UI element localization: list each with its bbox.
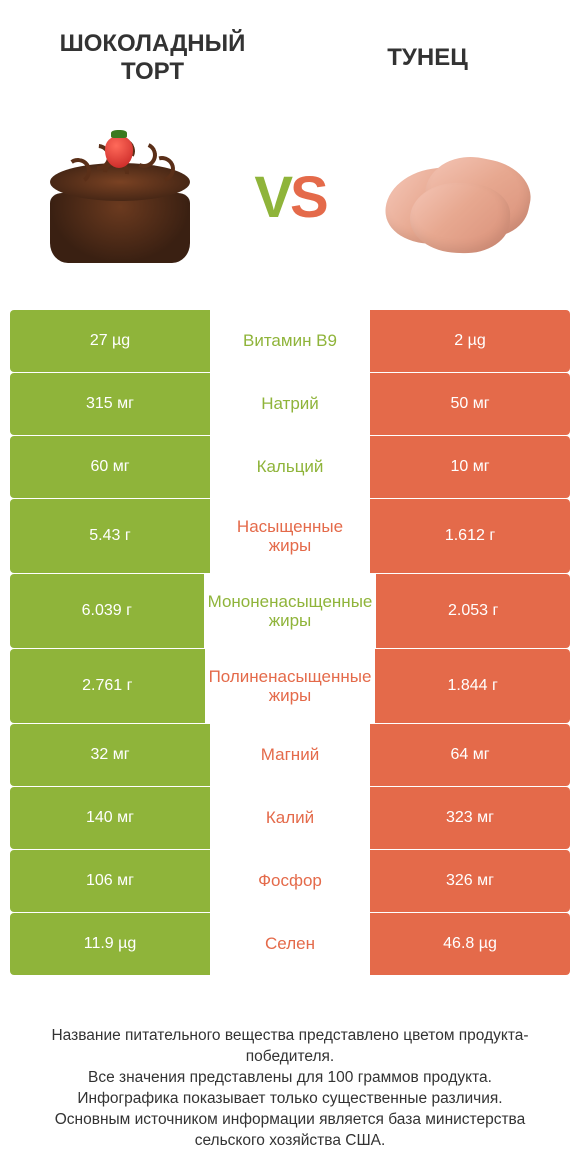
nutrient-left-value: 11.9 µg xyxy=(10,913,210,975)
nutrient-row: 5.43 гНасыщенные жиры1.612 г xyxy=(10,499,570,573)
nutrient-label: Магний xyxy=(210,724,370,786)
nutrient-left-value: 2.761 г xyxy=(10,649,205,723)
nutrient-right-value: 1.844 г xyxy=(375,649,570,723)
footer-line-4: Основным источником информации является … xyxy=(20,1110,560,1152)
nutrient-right-value: 326 мг xyxy=(370,850,570,912)
nutrient-row: 27 µgВитамин B92 µg xyxy=(10,310,570,372)
nutrient-left-value: 140 мг xyxy=(10,787,210,849)
right-product-image xyxy=(365,120,555,275)
tuna-illustration xyxy=(370,133,550,263)
nutrient-row: 140 мгКалий323 мг xyxy=(10,787,570,849)
cake-illustration xyxy=(35,123,205,273)
nutrient-label: Фосфор xyxy=(210,850,370,912)
nutrient-row: 6.039 гМононенасыщенные жиры2.053 г xyxy=(10,574,570,648)
nutrient-right-value: 2.053 г xyxy=(376,574,570,648)
nutrient-label: Насыщенные жиры xyxy=(210,499,370,573)
right-product-title: ТУНЕЦ xyxy=(315,44,540,72)
vs-row: VS xyxy=(0,95,580,310)
nutrient-left-value: 27 µg xyxy=(10,310,210,372)
nutrient-label: Полиненасыщенные жиры xyxy=(205,649,376,723)
nutrient-label: Кальций xyxy=(210,436,370,498)
nutrient-right-value: 1.612 г xyxy=(370,499,570,573)
nutrient-row: 106 мгФосфор326 мг xyxy=(10,850,570,912)
nutrient-left-value: 6.039 г xyxy=(10,574,204,648)
vs-v: V xyxy=(254,165,290,230)
footer-line-2: Все значения представлены для 100 граммо… xyxy=(20,1068,560,1089)
header: ШОКОЛАДНЫЙ ТОРТ ТУНЕЦ xyxy=(0,0,580,95)
nutrient-row: 315 мгНатрий50 мг xyxy=(10,373,570,435)
nutrient-label: Селен xyxy=(210,913,370,975)
comparison-table: 27 µgВитамин B92 µg315 мгНатрий50 мг60 м… xyxy=(0,310,580,975)
vs-s: S xyxy=(290,165,326,230)
nutrient-right-value: 10 мг xyxy=(370,436,570,498)
nutrient-left-value: 315 мг xyxy=(10,373,210,435)
nutrient-row: 2.761 гПолиненасыщенные жиры1.844 г xyxy=(10,649,570,723)
nutrient-label: Натрий xyxy=(210,373,370,435)
nutrient-row: 11.9 µgСелен46.8 µg xyxy=(10,913,570,975)
footer-notes: Название питательного вещества представл… xyxy=(0,976,580,1152)
nutrient-left-value: 106 мг xyxy=(10,850,210,912)
nutrient-right-value: 46.8 µg xyxy=(370,913,570,975)
left-product-title: ШОКОЛАДНЫЙ ТОРТ xyxy=(40,30,265,85)
nutrient-row: 60 мгКальций10 мг xyxy=(10,436,570,498)
nutrient-left-value: 5.43 г xyxy=(10,499,210,573)
nutrient-right-value: 323 мг xyxy=(370,787,570,849)
nutrient-label: Мононенасыщенные жиры xyxy=(204,574,377,648)
footer-line-3: Инфографика показывает только существенн… xyxy=(20,1089,560,1110)
nutrient-right-value: 2 µg xyxy=(370,310,570,372)
nutrient-right-value: 64 мг xyxy=(370,724,570,786)
nutrient-label: Витамин B9 xyxy=(210,310,370,372)
nutrient-row: 32 мгМагний64 мг xyxy=(10,724,570,786)
left-product-image xyxy=(25,120,215,275)
vs-label: VS xyxy=(254,169,325,227)
nutrient-label: Калий xyxy=(210,787,370,849)
nutrient-left-value: 32 мг xyxy=(10,724,210,786)
footer-line-1: Название питательного вещества представл… xyxy=(20,1026,560,1068)
nutrient-right-value: 50 мг xyxy=(370,373,570,435)
nutrient-left-value: 60 мг xyxy=(10,436,210,498)
